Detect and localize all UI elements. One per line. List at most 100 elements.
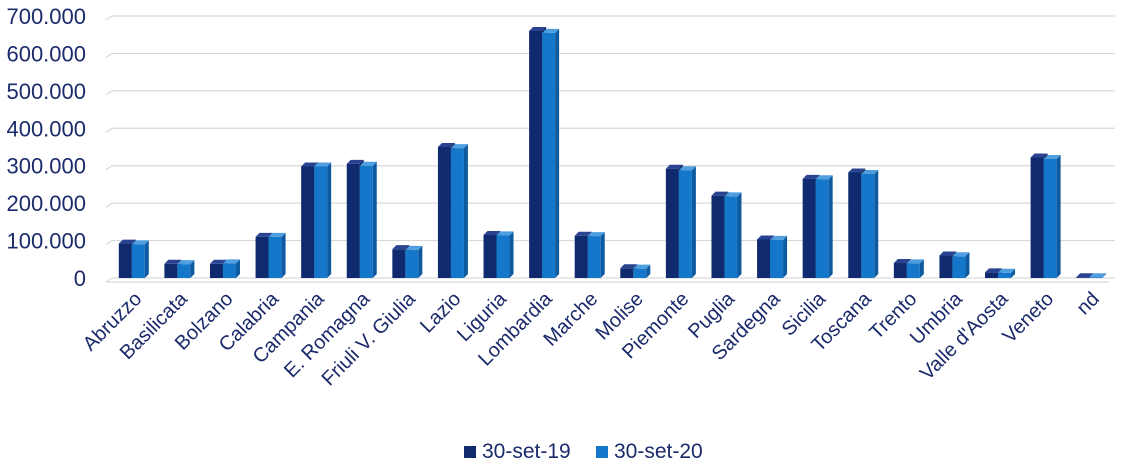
bar-2 xyxy=(952,256,966,278)
bar-2 xyxy=(906,263,920,278)
gridline-depth xyxy=(105,90,113,96)
bar-side-2 xyxy=(1011,268,1016,278)
bar-2 xyxy=(1089,277,1103,278)
bar-top-2 xyxy=(496,231,514,236)
bar-2 xyxy=(861,173,875,278)
bar-1 xyxy=(118,243,132,278)
bar-top-1 xyxy=(620,264,638,269)
bar-side-2 xyxy=(509,231,514,278)
bar-1 xyxy=(665,168,679,278)
bar-top-2 xyxy=(1043,154,1061,159)
bar-top-1 xyxy=(802,174,820,179)
bars xyxy=(118,26,1107,278)
bar-2 xyxy=(998,272,1012,278)
bar-2 xyxy=(1043,158,1057,278)
gridline-depth xyxy=(105,52,113,58)
bar-side-2 xyxy=(463,144,468,278)
bar-top-1 xyxy=(392,245,410,250)
bar-top-2 xyxy=(359,161,377,166)
bar-side-2 xyxy=(828,175,833,278)
bar-side-2 xyxy=(235,259,240,278)
bar-2 xyxy=(131,244,145,278)
gridline-depth xyxy=(105,202,113,208)
bar-1 xyxy=(483,234,497,278)
bar-top-1 xyxy=(301,162,319,167)
legend-label-series-1: 30-set-19 xyxy=(482,440,571,463)
bar-top-1 xyxy=(848,168,866,173)
bar-side-2 xyxy=(327,162,332,278)
bar-side-2 xyxy=(555,28,560,278)
bar-top-2 xyxy=(678,166,696,171)
bar-side-2 xyxy=(281,232,286,278)
bar-top-2 xyxy=(450,144,468,149)
gridline-depth xyxy=(105,15,113,21)
legend-label-series-2: 30-set-20 xyxy=(614,440,703,463)
bar-2 xyxy=(359,165,373,278)
bar-2 xyxy=(815,179,829,278)
bar-top-1 xyxy=(1076,273,1094,278)
gridline-depth xyxy=(105,277,113,283)
y-tick-label: 600.000 xyxy=(6,41,86,66)
bar-top-1 xyxy=(893,259,911,264)
bar-2 xyxy=(724,196,738,278)
bar-top-2 xyxy=(861,169,879,174)
x-tick-label: nd xyxy=(1072,288,1103,319)
bar-top-1 xyxy=(1030,153,1048,158)
bar-top-2 xyxy=(770,235,788,240)
y-tick-label: 0 xyxy=(74,266,86,291)
bar-side-2 xyxy=(372,161,377,278)
bar-1 xyxy=(893,263,907,278)
bar-2 xyxy=(405,249,419,278)
bar-side-2 xyxy=(737,192,742,278)
bar-top-1 xyxy=(939,251,957,256)
bar-2 xyxy=(633,268,647,278)
bar-side-2 xyxy=(965,252,970,278)
bar-2 xyxy=(222,263,236,278)
bar-1 xyxy=(802,178,816,278)
bar-1 xyxy=(209,263,223,278)
legend-swatch-series-2 xyxy=(596,446,608,458)
bar-top-2 xyxy=(587,232,605,237)
bar-top-2 xyxy=(131,240,149,245)
bar-1 xyxy=(1076,277,1090,278)
bar-side-2 xyxy=(646,264,651,278)
bar-1 xyxy=(255,236,269,278)
bar-1 xyxy=(301,166,315,278)
bar-1 xyxy=(757,239,771,278)
bar-top-2 xyxy=(268,232,286,237)
bar-top-1 xyxy=(346,159,364,164)
gridline-depth xyxy=(105,127,113,133)
bar-top-1 xyxy=(757,235,775,240)
bar-1 xyxy=(620,268,634,278)
bar-side-2 xyxy=(783,235,788,278)
bar-top-2 xyxy=(724,192,742,197)
bar-side-2 xyxy=(418,245,423,278)
bar-top-1 xyxy=(483,230,501,235)
bar-top-1 xyxy=(437,143,455,147)
bar-2 xyxy=(496,235,510,278)
bar-1 xyxy=(574,235,588,278)
bar-top-2 xyxy=(222,259,240,264)
gridline-depth xyxy=(105,165,113,171)
bar-side-2 xyxy=(1056,154,1061,278)
y-tick-label: 700.000 xyxy=(6,4,86,29)
bar-1 xyxy=(848,172,862,278)
bar-side-2 xyxy=(600,232,605,278)
bar-2 xyxy=(314,166,328,278)
bar-2 xyxy=(177,264,191,278)
legend-swatch-series-1 xyxy=(464,446,476,458)
bar-top-1 xyxy=(574,231,592,236)
bar-1 xyxy=(437,147,451,278)
bar-1 xyxy=(346,163,360,278)
bar-2 xyxy=(587,236,601,278)
bar-2 xyxy=(678,170,692,278)
bar-top-1 xyxy=(985,268,1003,273)
legend: 30-set-19 30-set-20 xyxy=(464,440,703,463)
bar-side-2 xyxy=(919,259,924,278)
bar-top-2 xyxy=(906,259,924,264)
bar-side-2 xyxy=(1102,273,1107,278)
gridline-depth xyxy=(105,240,113,246)
bar-2 xyxy=(450,148,464,278)
x-tick-label: Veneto xyxy=(999,288,1059,348)
